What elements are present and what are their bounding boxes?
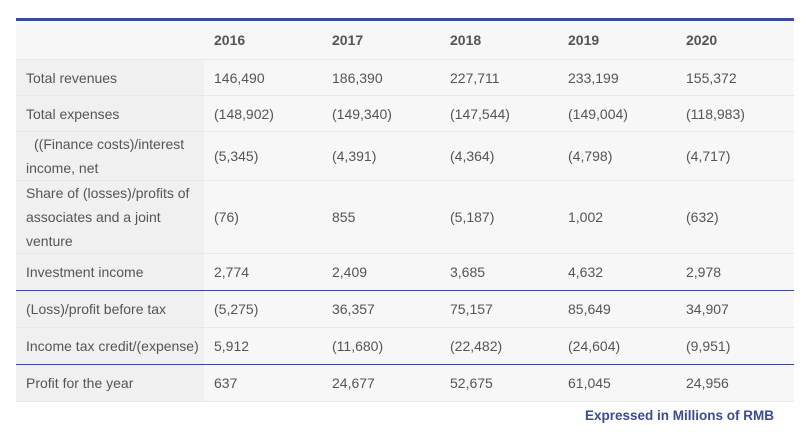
- table-cell: 75,157: [440, 290, 558, 328]
- table-cell: 186,390: [322, 59, 440, 96]
- table-cell: (4,717): [676, 131, 794, 181]
- row-label: (Loss)/profit before tax: [16, 290, 204, 328]
- table-cell: 146,490: [204, 59, 322, 96]
- table-cell: 2,409: [322, 253, 440, 291]
- table-cell: (148,902): [204, 95, 322, 132]
- row-label: Total expenses: [16, 95, 204, 132]
- table-cell: 4,632: [558, 253, 676, 291]
- table-cell: 24,956: [676, 364, 794, 402]
- table-cell: (149,340): [322, 95, 440, 132]
- table-cell: 2,774: [204, 253, 322, 291]
- table-cell: (9,951): [676, 327, 794, 365]
- table-row-profit-for-year: Profit for the year 637 24,677 52,675 61…: [16, 364, 794, 402]
- table-row-profit-before-tax: (Loss)/profit before tax (5,275) 36,357 …: [16, 290, 794, 328]
- table-cell: 36,357: [322, 290, 440, 328]
- header-row: 2016 2017 2018 2019 2020: [16, 18, 794, 60]
- table-row-investment-income: Investment income 2,774 2,409 3,685 4,63…: [16, 253, 794, 291]
- table-cell: (22,482): [440, 327, 558, 365]
- table-cell: (147,544): [440, 95, 558, 132]
- table-cell: 1,002: [558, 180, 676, 254]
- table-cell: 5,912: [204, 327, 322, 365]
- year-header: 2016: [204, 18, 322, 60]
- table-cell: 52,675: [440, 364, 558, 402]
- row-label: Investment income: [16, 253, 204, 291]
- table-cell: (4,798): [558, 131, 676, 181]
- year-header: 2020: [676, 18, 794, 60]
- row-label: Total revenues: [16, 59, 204, 96]
- table-row-income-tax: Income tax credit/(expense) 5,912 (11,68…: [16, 327, 794, 365]
- table-cell: (632): [676, 180, 794, 254]
- table-row-total-revenues: Total revenues 146,490 186,390 227,711 2…: [16, 59, 794, 96]
- table-cell: (11,680): [322, 327, 440, 365]
- row-label: Income tax credit/(expense): [16, 327, 204, 365]
- row-label: ((Finance costs)/interest income, net: [26, 136, 185, 176]
- table-row-share-of-associates: Share of (losses)/profits of associates …: [16, 180, 794, 254]
- row-label: Profit for the year: [16, 364, 204, 402]
- table-cell: 3,685: [440, 253, 558, 291]
- table-cell: (24,604): [558, 327, 676, 365]
- table-cell: (118,983): [676, 95, 794, 132]
- header-label-cell: [16, 18, 204, 60]
- table-cell: (5,275): [204, 290, 322, 328]
- table-cell: (5,345): [204, 131, 322, 181]
- table-cell: (76): [204, 180, 322, 254]
- table-cell: 34,907: [676, 290, 794, 328]
- table-cell: 24,677: [322, 364, 440, 402]
- table-cell: 233,199: [558, 59, 676, 96]
- table-cell: (4,364): [440, 131, 558, 181]
- table-cell: 85,649: [558, 290, 676, 328]
- row-label-cell: ((Finance costs)/interest income, net: [16, 131, 204, 181]
- table-row-total-expenses: Total expenses (148,902) (149,340) (147,…: [16, 95, 794, 132]
- row-label: Share of (losses)/profits of associates …: [16, 180, 204, 254]
- table-cell: 855: [322, 180, 440, 254]
- units-footnote: Expressed in Millions of RMB: [584, 408, 774, 423]
- table-cell: 227,711: [440, 59, 558, 96]
- table-cell: 637: [204, 364, 322, 402]
- table-cell: 2,978: [676, 253, 794, 291]
- table-cell: (149,004): [558, 95, 676, 132]
- year-header: 2018: [440, 18, 558, 60]
- financial-table: 2016 2017 2018 2019 2020 Total revenues …: [16, 18, 794, 402]
- table-cell: 61,045: [558, 364, 676, 402]
- table-cell: (5,187): [440, 180, 558, 254]
- year-header: 2017: [322, 18, 440, 60]
- table-row-finance-costs: ((Finance costs)/interest income, net (5…: [16, 131, 794, 181]
- year-header: 2019: [558, 18, 676, 60]
- table-cell: 155,372: [676, 59, 794, 96]
- table-cell: (4,391): [322, 131, 440, 181]
